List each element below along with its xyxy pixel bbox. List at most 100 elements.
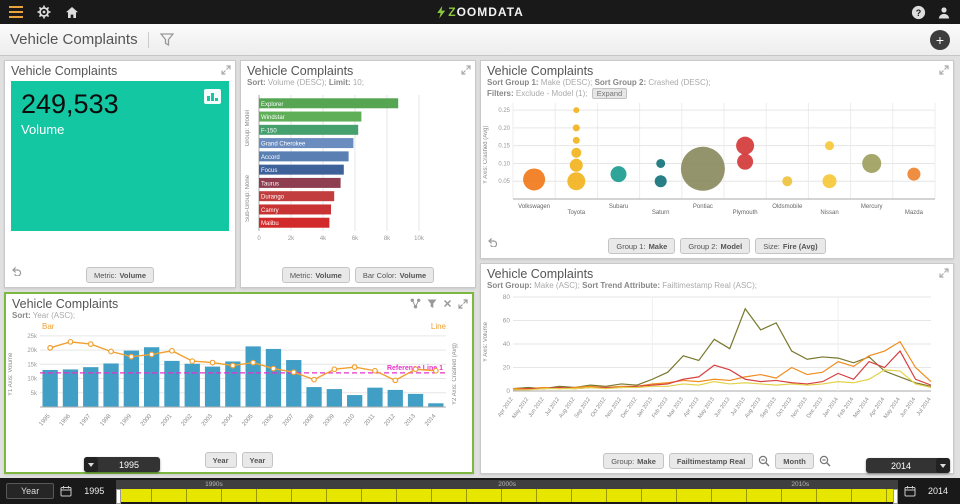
svg-text:Camry: Camry (261, 208, 279, 214)
svg-text:1997: 1997 (79, 413, 93, 428)
maximize-icon[interactable] (939, 65, 949, 75)
chevron-down-icon[interactable] (936, 458, 950, 473)
svg-text:25k: 25k (27, 334, 38, 340)
logo-text: ZOOMDATA (448, 5, 524, 19)
svg-text:1995: 1995 (38, 413, 52, 428)
svg-text:Line: Line (431, 322, 447, 331)
maximize-icon[interactable] (458, 298, 468, 309)
svg-text:Plymouth: Plymouth (733, 210, 758, 216)
panel-title: Vehicle Complaints (487, 64, 594, 78)
zoom-out-icon[interactable] (819, 455, 831, 467)
svg-text:2014: 2014 (424, 413, 438, 428)
svg-text:0.05: 0.05 (498, 179, 510, 185)
chevron-down-icon[interactable] (84, 457, 98, 472)
calendar-icon[interactable] (60, 485, 72, 497)
svg-text:Taurus: Taurus (261, 181, 279, 187)
timeline-track[interactable] (116, 489, 898, 504)
expand-filters-button[interactable]: Expand (591, 88, 628, 99)
timeline-strip[interactable]: 1990s 2000s 2010s (116, 480, 898, 504)
timebar-start-handle[interactable]: 1995 (84, 457, 160, 472)
timebar-end-handle[interactable]: 2014 (866, 458, 950, 473)
svg-text:Explorer: Explorer (261, 102, 283, 108)
timebar-start-year[interactable]: 1995 (84, 486, 105, 496)
svg-text:Toyota: Toyota (567, 210, 585, 216)
svg-text:2011: 2011 (364, 413, 377, 427)
svg-text:2003: 2003 (201, 413, 215, 428)
timebar-end-value: 2014 (890, 460, 912, 471)
x-axis-button[interactable]: Year (204, 452, 237, 468)
metric-button[interactable]: Metric: Volume (281, 267, 350, 283)
kpi-value: 249,533 (21, 89, 119, 119)
sort-subtitle: Sort: Year (ASC); (12, 311, 76, 320)
decade-label: 2010s (791, 481, 810, 488)
svg-text:0.25: 0.25 (498, 108, 510, 114)
calendar-icon[interactable] (904, 485, 916, 497)
filters-subtitle: Filters: Exclude - Model (1); Expand (487, 88, 947, 99)
svg-text:Oldsmobile: Oldsmobile (772, 204, 803, 210)
user-icon[interactable] (936, 4, 952, 20)
timeline-bar: Year 1995 1990s 2000s 2010s 2014 (0, 478, 960, 504)
svg-text:Durango: Durango (261, 195, 285, 201)
y2-axis-label: Y2 Axis: Crashed (Avg) (452, 343, 458, 405)
panel-make-bubbles: Vehicle Complaints Sort Group 1: Make (D… (480, 60, 954, 259)
svg-text:2002: 2002 (181, 413, 195, 428)
svg-text:8k: 8k (384, 236, 391, 242)
maximize-icon[interactable] (221, 65, 231, 75)
svg-text:?: ? (915, 8, 921, 18)
svg-text:0.10: 0.10 (498, 161, 510, 167)
gear-icon[interactable] (36, 4, 52, 20)
trend-attribute-button[interactable]: Failtimestamp Real (668, 453, 754, 469)
dashboard-canvas: Vehicle Complaints 249,533 Volume Metric… (0, 56, 960, 478)
time-field-select[interactable]: Year (6, 483, 55, 499)
svg-text:Grand Cherokee: Grand Cherokee (261, 142, 306, 148)
bar-chart[interactable]: 0 2k 4k 6k 8k 10k Explorer Windstar F-150 Grand C… (257, 92, 453, 244)
time-bucket-button[interactable]: Month (775, 453, 814, 469)
maximize-icon[interactable] (939, 268, 949, 278)
svg-text:2000: 2000 (140, 413, 154, 428)
svg-text:Subaru: Subaru (609, 204, 628, 210)
zoomdata-bolt-icon (437, 5, 446, 18)
zoom-out-icon[interactable] (758, 455, 770, 467)
bubble-chart[interactable]: 0.05 0.10 0.15 0.20 0.25 Volkswagen Toyota Suba… (489, 99, 941, 223)
group2-button[interactable]: Group 2: Model (680, 238, 751, 254)
y-axis-label: Y Axis: Crashed (Avg) (483, 125, 489, 185)
svg-text:0: 0 (257, 236, 261, 242)
group1-button[interactable]: Group 1: Make (608, 238, 676, 254)
bar-color-button[interactable]: Bar Color: Volume (354, 267, 435, 283)
help-icon[interactable]: ? (910, 4, 926, 20)
share-icon[interactable] (410, 298, 421, 309)
filter-icon[interactable] (159, 32, 175, 48)
svg-text:2004: 2004 (221, 413, 235, 428)
svg-text:Malibu: Malibu (261, 221, 279, 227)
svg-text:1999: 1999 (120, 413, 134, 428)
filter-icon[interactable] (427, 299, 437, 309)
svg-text:Jul 2014: Jul 2014 (916, 397, 933, 417)
decade-label: 2000s (498, 481, 516, 488)
decade-label: 1990s (205, 481, 223, 488)
undo-icon[interactable] (11, 263, 22, 281)
svg-text:2013: 2013 (404, 413, 418, 428)
timebar-end-year[interactable]: 2014 (927, 486, 948, 496)
divider (147, 31, 149, 48)
svg-text:20: 20 (503, 365, 511, 372)
panel-title: Vehicle Complaints (487, 267, 594, 281)
maximize-icon[interactable] (461, 65, 471, 75)
trend-field-button[interactable]: Year (241, 452, 274, 468)
size-button[interactable]: Size: Fire (Avg) (755, 238, 826, 254)
undo-icon[interactable] (487, 234, 498, 252)
add-widget-button[interactable]: + (930, 29, 950, 50)
chart-style-icon[interactable] (204, 89, 221, 109)
kpi-tile[interactable]: 249,533 Volume (11, 81, 229, 231)
panel-kpi-volume: Vehicle Complaints 249,533 Volume Metric… (4, 60, 236, 288)
group-button[interactable]: Group: Make (603, 453, 664, 469)
svg-text:40: 40 (503, 341, 511, 348)
metric-button[interactable]: Metric: Volume (85, 267, 155, 283)
svg-text:0: 0 (506, 388, 510, 395)
svg-text:2007: 2007 (282, 413, 296, 428)
home-icon[interactable] (64, 4, 80, 20)
menu-icon[interactable] (8, 4, 24, 20)
timebar-start-value: 1995 (118, 459, 140, 470)
close-icon[interactable] (443, 299, 452, 308)
